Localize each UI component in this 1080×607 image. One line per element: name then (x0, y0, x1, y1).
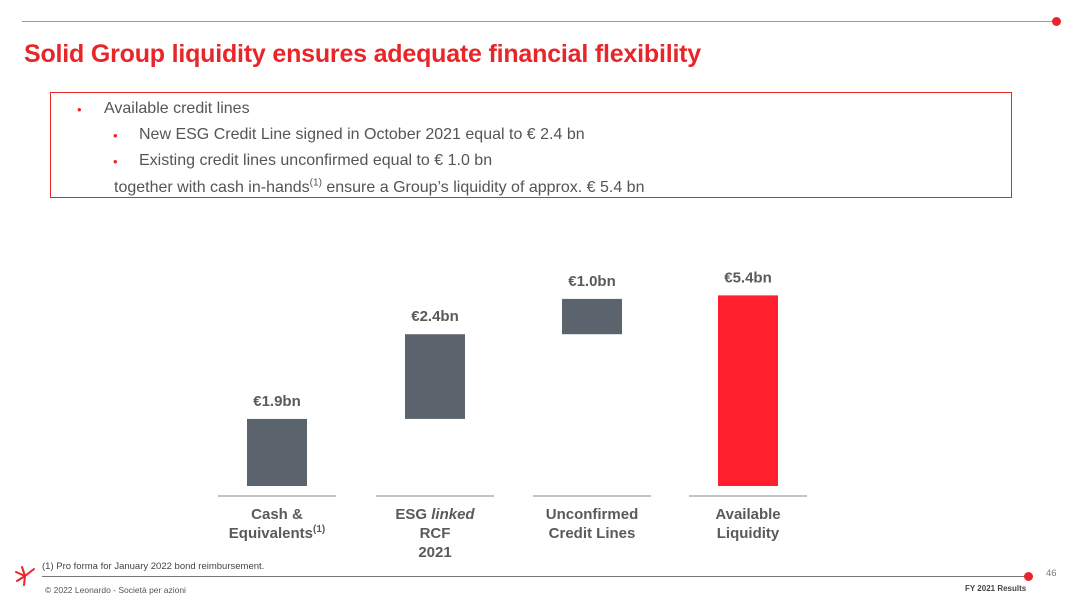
box-line-4: together with cash in-hands(1) ensure a … (114, 177, 645, 197)
cat1-line2: Equivalents(1) (207, 524, 347, 543)
footnote: (1) Pro forma for January 2022 bond reim… (42, 561, 265, 572)
box-line-4-sup: (1) (309, 177, 322, 189)
bullet-icon: • (113, 154, 118, 169)
cat1-line2-text: Equivalents (228, 525, 313, 542)
cat2-line1a: ESG (395, 506, 432, 523)
page-number: 46 (1046, 568, 1057, 579)
category-label-unconfirmed: Unconfirmed Credit Lines (522, 505, 662, 543)
category-label-cash: Cash & Equivalents(1) (207, 505, 347, 543)
leonardo-logo-icon (15, 566, 35, 586)
data-label-4: €5.4bn (724, 269, 772, 286)
cat2-line3: 2021 (418, 544, 452, 561)
bar-2 (405, 334, 465, 419)
top-rule (22, 21, 1056, 22)
cat1-sup: (1) (312, 524, 326, 535)
category-label-available: Available Liquidity (678, 505, 818, 543)
bullet-icon: • (113, 128, 118, 143)
bar-4 (718, 295, 778, 486)
cat3-line1: Unconfirmed (545, 506, 639, 523)
bar-1 (247, 418, 307, 486)
top-rule-dot (1052, 17, 1061, 26)
category-label-esg-rcf: ESG linked RCF 2021 (365, 505, 505, 562)
cat4-line2: Liquidity (716, 525, 780, 542)
summary-box (50, 92, 1012, 198)
results-label: FY 2021 Results (965, 584, 1027, 593)
copyright: © 2022 Leonardo - Società per azioni (45, 585, 186, 595)
box-line-2: New ESG Credit Line signed in October 20… (139, 126, 585, 143)
cat1-line1: Cash & (251, 506, 303, 523)
bottom-rule (42, 576, 1027, 577)
box-line-4-pre: together with cash in-hands (114, 179, 310, 196)
bullet-icon: • (77, 102, 82, 117)
cat2-line1: ESG linked (365, 505, 505, 524)
data-label-1: €1.9bn (253, 393, 301, 410)
bar-3 (562, 298, 622, 335)
data-label-3: €1.0bn (568, 273, 616, 290)
cat4-line1: Available (715, 506, 781, 523)
data-label-2: €2.4bn (411, 308, 459, 325)
box-line-4-post: ensure a Group’s liquidity of approx. € … (321, 179, 645, 196)
cat2-line2: RCF (419, 525, 451, 542)
box-line-3: Existing credit lines unconfirmed equal … (139, 152, 493, 169)
bottom-rule-dot (1024, 572, 1033, 581)
box-line-1: Available credit lines (104, 100, 250, 117)
cat2-line1b: linked (431, 506, 475, 523)
slide-title: Solid Group liquidity ensures adequate f… (24, 40, 702, 68)
cat3-line2: Credit Lines (548, 525, 636, 542)
